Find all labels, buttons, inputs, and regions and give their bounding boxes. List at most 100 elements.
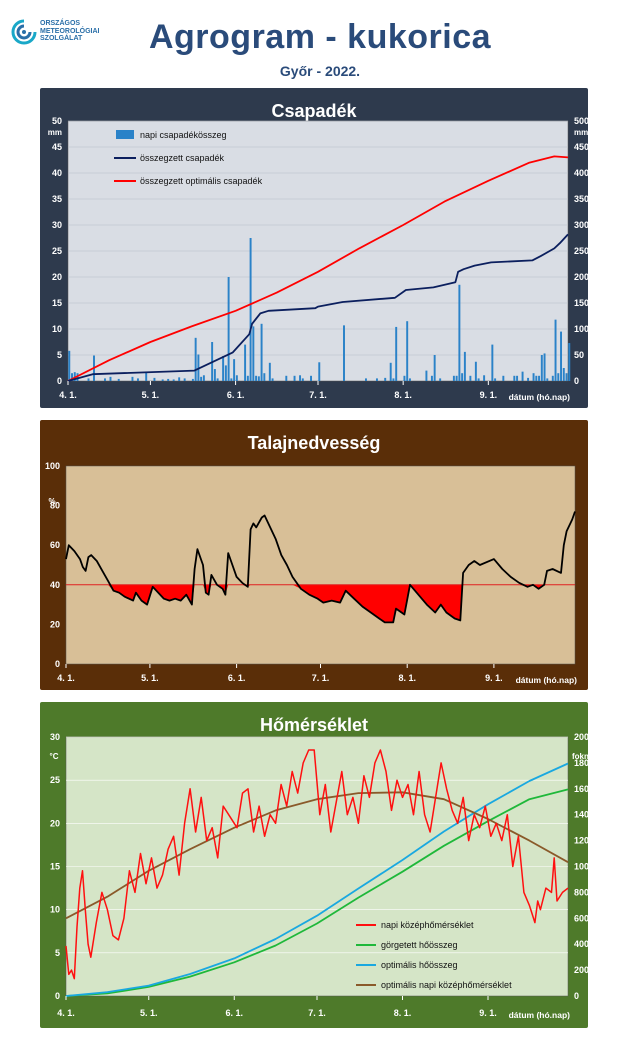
precip-bar bbox=[299, 375, 302, 381]
y2-tick-label: 400 bbox=[574, 168, 588, 178]
page-title: Agrogram - kukorica bbox=[148, 18, 492, 56]
y-axis-unit: mm bbox=[48, 128, 62, 137]
y-tick-label: 15 bbox=[52, 298, 62, 308]
x-axis-label: dátum (hó.nap) bbox=[509, 392, 571, 402]
y-tick-label: 30 bbox=[50, 732, 60, 742]
y-tick-label: 50 bbox=[52, 116, 62, 126]
precip-bar bbox=[565, 373, 568, 381]
precip-bar bbox=[395, 326, 398, 381]
precipitation-panel: Csapadék 0 5 10 15 20 25 30 35 40 45 50 0 50 100 150 200… bbox=[40, 88, 588, 408]
legend-label: optimális napi középhőmérséklet bbox=[381, 980, 512, 990]
precip-bar bbox=[255, 375, 258, 381]
cumulative-precip-line bbox=[67, 233, 569, 382]
x-tick-label: 5. 1. bbox=[142, 390, 160, 400]
precip-bar bbox=[458, 284, 461, 381]
x-tick-label: 8. 1. bbox=[398, 673, 416, 683]
precip-bar bbox=[406, 321, 409, 381]
precip-bar bbox=[191, 378, 194, 381]
chart-title: Hőmérséklet bbox=[260, 715, 368, 735]
precip-bar bbox=[494, 378, 497, 381]
precip-bar bbox=[136, 378, 139, 381]
y2-axis-unit: foknap bbox=[572, 752, 588, 761]
y-tick-label: 25 bbox=[52, 246, 62, 256]
y-tick-label: 10 bbox=[50, 905, 60, 915]
plot-area bbox=[65, 465, 576, 665]
precip-bar bbox=[200, 376, 203, 381]
y-tick-label: 15 bbox=[50, 862, 60, 872]
precip-bar bbox=[178, 377, 181, 381]
precip-bar bbox=[117, 378, 120, 381]
precip-bar bbox=[430, 375, 433, 381]
soil-moisture-panel: Talajnedvesség 0 20 40 60 80 100% 4. 1. 5. 1. 6. … bbox=[40, 420, 588, 690]
x-tick-label: 4. 1. bbox=[59, 390, 77, 400]
logo-text: ORSZÁGOS METEOROLÓGIAI SZOLGÁLAT bbox=[40, 20, 120, 43]
precip-bar bbox=[224, 365, 227, 381]
precip-bar bbox=[271, 378, 274, 381]
y-tick-label: 5 bbox=[55, 948, 60, 958]
x-axis-label: dátum (hó.nap) bbox=[516, 675, 578, 685]
precip-bar bbox=[153, 377, 156, 381]
precip-bar bbox=[260, 323, 263, 381]
x-axis-label: dátum (hó.nap) bbox=[509, 1010, 571, 1020]
precip-bar bbox=[469, 375, 472, 381]
y2-tick-label: 1000 bbox=[574, 862, 588, 872]
y2-tick-label: 300 bbox=[574, 220, 588, 230]
precip-bar bbox=[560, 331, 563, 381]
y2-tick-label: 1600 bbox=[574, 784, 588, 794]
precip-bar bbox=[268, 362, 271, 381]
precip-bar bbox=[310, 375, 313, 381]
y-tick-label: 80 bbox=[50, 501, 60, 511]
x-tick-label: 8. 1. bbox=[394, 1008, 412, 1018]
legend-label: görgetett hőösszeg bbox=[381, 940, 458, 950]
y2-tick-label: 250 bbox=[574, 246, 588, 256]
y2-tick-label: 400 bbox=[574, 939, 588, 949]
precip-bar bbox=[301, 378, 304, 381]
x-tick-label: 7. 1. bbox=[308, 1008, 326, 1018]
precip-bar bbox=[285, 375, 288, 381]
precip-bar bbox=[183, 378, 186, 381]
daily-mean-temp-line bbox=[65, 749, 569, 980]
precip-bar bbox=[375, 378, 378, 381]
logo-line: METEOROLÓGIAI bbox=[40, 27, 100, 35]
y2-tick-label: 100 bbox=[574, 324, 588, 334]
precip-bar bbox=[318, 362, 321, 381]
legend-label: napi csapadékösszeg bbox=[140, 130, 227, 140]
x-tick-label: 9. 1. bbox=[479, 1008, 497, 1018]
y2-tick-label: 150 bbox=[574, 298, 588, 308]
precip-bar bbox=[551, 375, 554, 381]
legend-label: összegzett optimális csapadék bbox=[140, 176, 263, 186]
y2-tick-label: 600 bbox=[574, 913, 588, 923]
precip-bar bbox=[463, 351, 466, 381]
precip-bar bbox=[384, 377, 387, 381]
y-tick-label: 40 bbox=[50, 580, 60, 590]
precip-bar bbox=[568, 343, 571, 381]
y2-tick-label: 500 bbox=[574, 116, 588, 126]
precip-bar bbox=[392, 378, 395, 381]
precip-bar bbox=[491, 344, 494, 381]
precip-bar bbox=[293, 375, 296, 381]
x-tick-label: 7. 1. bbox=[312, 673, 330, 683]
y2-tick-label: 200 bbox=[574, 965, 588, 975]
precip-bar bbox=[235, 375, 238, 381]
y2-tick-label: 0 bbox=[574, 376, 579, 386]
y2-tick-label: 1400 bbox=[574, 810, 588, 820]
precip-bar bbox=[477, 378, 480, 381]
y-axis-unit: % bbox=[48, 497, 55, 506]
precip-bar bbox=[554, 319, 557, 381]
y-tick-label: 20 bbox=[50, 818, 60, 828]
precip-bar bbox=[233, 359, 236, 381]
y-tick-label: 35 bbox=[52, 194, 62, 204]
precip-bar bbox=[227, 277, 230, 381]
precip-bar bbox=[109, 376, 112, 381]
omsz-logo: ORSZÁGOS METEOROLÓGIAI SZOLGÁLAT bbox=[10, 18, 120, 48]
precip-bar bbox=[216, 378, 219, 381]
x-tick-label: 6. 1. bbox=[225, 1008, 243, 1018]
x-tick-label: 6. 1. bbox=[227, 390, 245, 400]
precip-bar bbox=[433, 355, 436, 381]
precip-bar bbox=[557, 373, 560, 381]
precip-bar bbox=[521, 371, 524, 381]
legend-label: napi középhőmérséklet bbox=[381, 920, 474, 930]
y-tick-label: 5 bbox=[57, 350, 62, 360]
optimal-heat-sum-line bbox=[65, 762, 569, 997]
precip-bar bbox=[532, 373, 535, 381]
